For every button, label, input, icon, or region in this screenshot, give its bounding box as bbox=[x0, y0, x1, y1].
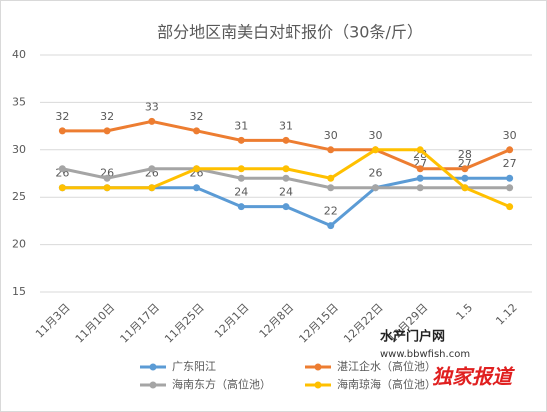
point bbox=[461, 165, 469, 173]
point bbox=[103, 127, 111, 135]
point bbox=[237, 174, 245, 182]
point bbox=[148, 184, 156, 192]
point bbox=[506, 146, 514, 154]
data-label: 27 bbox=[503, 157, 517, 170]
data-label: 26 bbox=[368, 167, 382, 180]
y-tick-label: 40 bbox=[12, 48, 26, 61]
point bbox=[327, 146, 335, 154]
point bbox=[103, 184, 111, 192]
point bbox=[193, 165, 201, 173]
point bbox=[506, 203, 514, 211]
legend-marker bbox=[314, 381, 322, 389]
point bbox=[193, 127, 201, 135]
point bbox=[103, 174, 111, 182]
legend-marker bbox=[149, 381, 157, 389]
point bbox=[416, 184, 424, 192]
data-label: 30 bbox=[324, 129, 338, 142]
point bbox=[327, 222, 335, 230]
watermark: www.bbwfish.com bbox=[380, 349, 470, 360]
data-label: 33 bbox=[145, 100, 159, 113]
point bbox=[461, 184, 469, 192]
point bbox=[506, 174, 514, 182]
data-label: 30 bbox=[368, 129, 382, 142]
data-label: 31 bbox=[279, 119, 293, 132]
point bbox=[282, 174, 290, 182]
y-tick-label: 20 bbox=[12, 238, 26, 251]
legend-label: 广东阳江 bbox=[172, 360, 216, 373]
legend-label: 湛江企水（高位池） bbox=[337, 359, 436, 373]
point bbox=[371, 146, 379, 154]
legend-label: 海南东方（高位池） bbox=[172, 377, 271, 391]
data-label: 28 bbox=[458, 148, 472, 161]
watermark: 独家报道 bbox=[432, 365, 515, 389]
data-label: 22 bbox=[324, 205, 338, 218]
data-label: 30 bbox=[503, 129, 517, 142]
point bbox=[506, 184, 514, 192]
chart-title: 部分地区南美白对虾报价（30条/斤） bbox=[157, 23, 423, 42]
point bbox=[416, 146, 424, 154]
data-label: 24 bbox=[279, 186, 293, 199]
legend-marker bbox=[149, 363, 157, 371]
point bbox=[282, 165, 290, 173]
data-label: 32 bbox=[100, 110, 114, 123]
point bbox=[237, 136, 245, 144]
y-tick-label: 35 bbox=[12, 95, 26, 108]
point bbox=[461, 174, 469, 182]
point bbox=[416, 174, 424, 182]
point bbox=[327, 174, 335, 182]
point bbox=[58, 165, 66, 173]
y-tick-label: 30 bbox=[12, 143, 26, 156]
point bbox=[237, 203, 245, 211]
data-label: 32 bbox=[190, 110, 204, 123]
point bbox=[237, 165, 245, 173]
point bbox=[416, 165, 424, 173]
point bbox=[148, 117, 156, 125]
legend-marker bbox=[314, 363, 322, 371]
point bbox=[282, 203, 290, 211]
point bbox=[58, 127, 66, 135]
point bbox=[371, 184, 379, 192]
y-tick-label: 25 bbox=[12, 190, 26, 203]
point bbox=[148, 165, 156, 173]
data-label: 24 bbox=[234, 186, 248, 199]
point bbox=[58, 184, 66, 192]
point bbox=[327, 184, 335, 192]
legend-label: 海南琼海（高位池） bbox=[337, 377, 436, 391]
data-label: 32 bbox=[55, 110, 69, 123]
y-tick-label: 15 bbox=[12, 285, 26, 298]
point bbox=[282, 136, 290, 144]
data-label: 31 bbox=[234, 119, 248, 132]
watermark: 水产门户网 bbox=[380, 329, 445, 345]
point bbox=[193, 184, 201, 192]
